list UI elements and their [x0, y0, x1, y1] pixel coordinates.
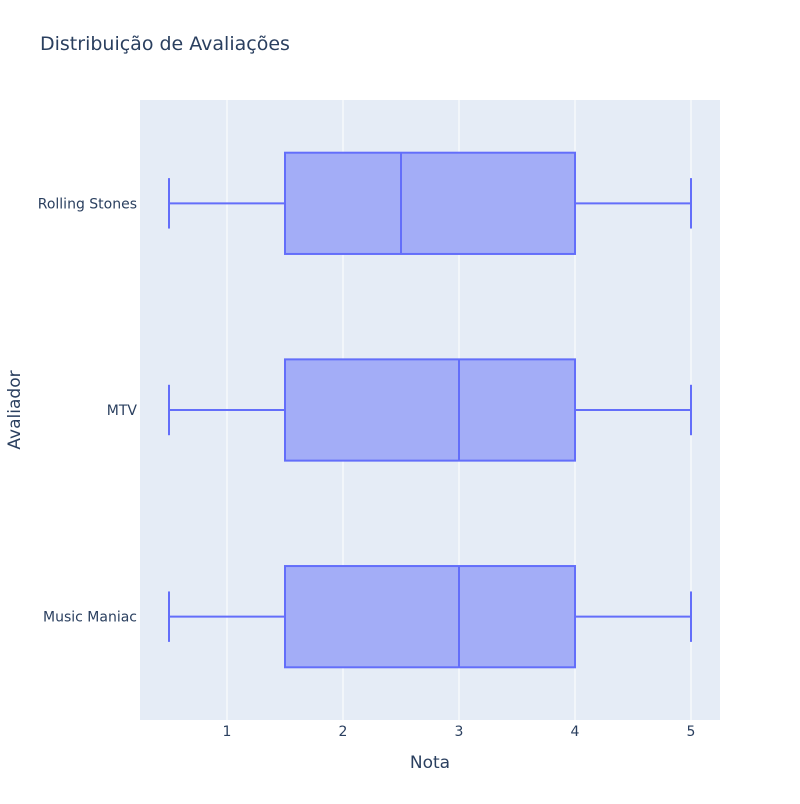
y-tick-labels: Music Maniac MTV Rolling Stones: [38, 196, 138, 625]
y-tick-label: MTV: [107, 403, 138, 419]
box-rolling-stones: [168, 151, 692, 255]
box-music-maniac: [168, 565, 692, 669]
x-tick-label: 1: [223, 724, 232, 740]
x-tick-label: 4: [571, 724, 580, 740]
y-axis-title: Avaliador: [5, 370, 25, 449]
x-axis-title: Nota: [410, 753, 450, 773]
y-tick-label: Music Maniac: [43, 610, 137, 626]
x-tick-labels: 1 2 3 4 5: [223, 724, 696, 740]
x-tick-label: 2: [339, 724, 348, 740]
box-mtv: [168, 358, 692, 462]
box-iqr: [284, 358, 576, 462]
y-tick-label: Rolling Stones: [38, 196, 137, 212]
x-tick-label: 3: [455, 724, 464, 740]
box-iqr: [284, 565, 576, 669]
chart-title: Distribuição de Avaliações: [40, 33, 290, 55]
box-series: [168, 151, 692, 669]
x-tick-label: 5: [687, 724, 696, 740]
box-iqr: [284, 151, 576, 255]
